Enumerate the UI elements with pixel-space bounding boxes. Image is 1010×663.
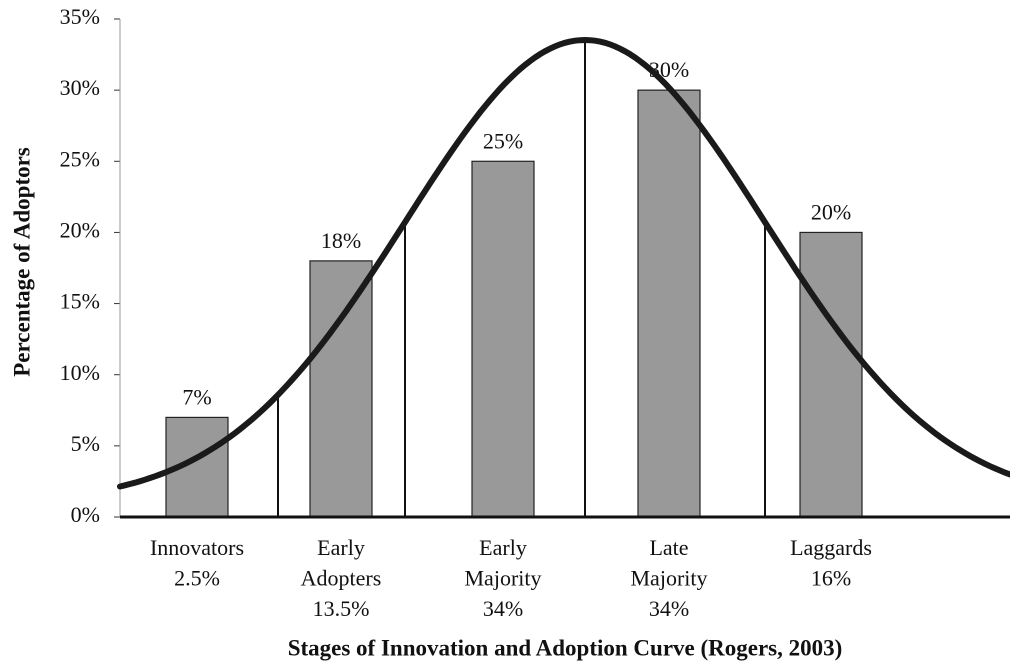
x-tick-label: 13.5% [313, 596, 370, 621]
bar [637, 89, 701, 518]
x-tick-label: Innovators [150, 535, 244, 560]
value-label: 20% [811, 199, 851, 224]
x-tick-label: Adopters [301, 566, 382, 591]
bar [309, 260, 373, 518]
bar [799, 231, 863, 518]
x-tick-label: 34% [483, 596, 523, 621]
y-tick-label: 10% [60, 360, 100, 385]
y-tick-label: 20% [60, 217, 100, 242]
y-tick-label: 5% [71, 431, 100, 456]
x-tick-label: Early [479, 535, 527, 560]
x-tick-label: Majority [465, 566, 542, 591]
y-axis-title: Percentage of Adoptors [9, 147, 34, 377]
x-axis-title: Stages of Innovation and Adoption Curve … [288, 635, 843, 660]
y-tick-label: 25% [60, 146, 100, 171]
x-tick-label: Early [317, 535, 365, 560]
value-label: 18% [321, 228, 361, 253]
x-tick-label: 34% [649, 596, 689, 621]
x-tick-label: 16% [811, 566, 851, 591]
y-tick-label: 35% [60, 4, 100, 29]
bell-curve [117, 36, 1010, 490]
x-tick-label: Laggards [790, 535, 872, 560]
bar [471, 160, 535, 518]
x-tick-label: Majority [631, 566, 708, 591]
y-tick-label: 30% [60, 75, 100, 100]
value-label: 7% [182, 384, 211, 409]
x-tick-label: Late [649, 535, 688, 560]
y-tick-label: 0% [71, 502, 100, 527]
value-label: 25% [483, 128, 523, 153]
x-tick-label: 2.5% [174, 566, 220, 591]
y-tick-label: 15% [60, 289, 100, 314]
